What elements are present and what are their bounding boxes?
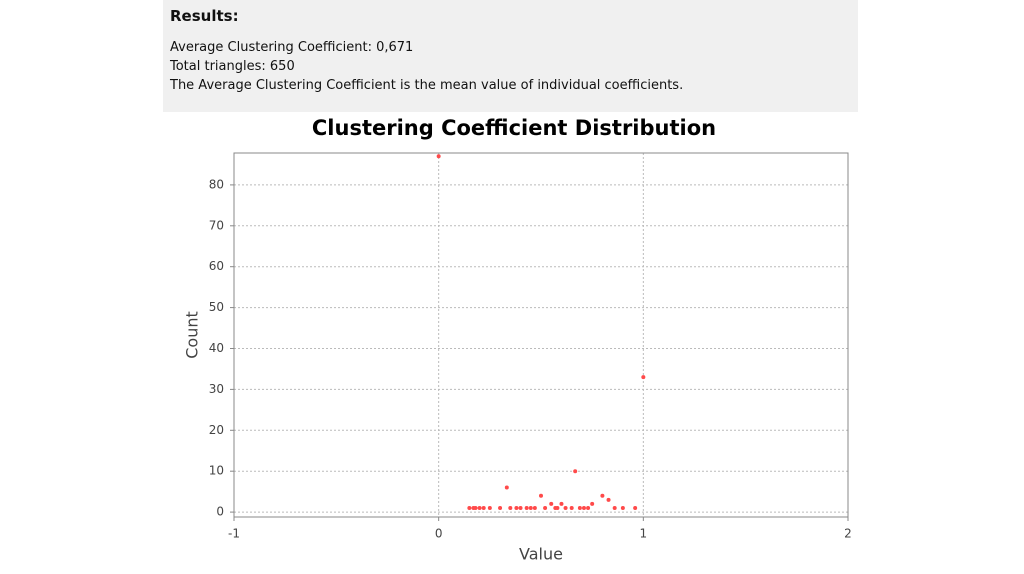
chart-title: Clustering Coefficient Distribution	[312, 116, 716, 140]
point	[620, 506, 625, 511]
point	[549, 501, 554, 506]
point	[477, 506, 482, 511]
point	[528, 506, 533, 511]
x-tick-label: 0	[435, 527, 443, 541]
chart-background	[168, 112, 858, 574]
point	[508, 506, 513, 511]
point	[573, 469, 578, 474]
point	[563, 506, 568, 511]
point	[498, 506, 503, 511]
point	[586, 506, 591, 511]
point	[436, 154, 441, 159]
point	[600, 493, 605, 498]
point	[612, 506, 617, 511]
point	[581, 506, 586, 511]
x-axis-label: Value	[519, 545, 563, 564]
point	[577, 506, 582, 511]
y-tick-label: 40	[209, 341, 224, 355]
result-line: Total triangles: 650	[170, 59, 295, 74]
point	[606, 497, 611, 502]
point	[473, 506, 478, 511]
point	[641, 375, 646, 380]
point	[569, 506, 574, 511]
point	[555, 506, 560, 511]
point	[481, 506, 486, 511]
point	[633, 506, 638, 511]
y-tick-label: 60	[209, 259, 224, 273]
y-tick-label: 20	[209, 423, 224, 437]
point	[518, 506, 523, 511]
point	[590, 501, 595, 506]
point	[504, 485, 509, 490]
point	[467, 506, 472, 511]
y-tick-label: 10	[209, 464, 224, 478]
result-line: Average Clustering Coefficient: 0,671	[170, 40, 414, 55]
y-tick-label: 30	[209, 382, 224, 396]
y-tick-label: 80	[209, 177, 224, 191]
x-tick-label: 2	[844, 527, 852, 541]
y-tick-label: 0	[216, 505, 224, 519]
point	[539, 493, 543, 498]
point	[514, 506, 519, 511]
y-tick-label: 70	[209, 218, 224, 232]
point	[559, 501, 564, 506]
results-heading: Results:	[170, 7, 239, 25]
y-axis-label: Count	[183, 311, 202, 359]
point	[524, 506, 529, 511]
result-line: The Average Clustering Coefficient is th…	[170, 78, 684, 93]
plot-border	[233, 152, 849, 518]
x-tick-label: -1	[228, 527, 240, 541]
point	[532, 506, 537, 511]
x-tick-label: 1	[640, 527, 648, 541]
results-panel: Results: Average Clustering Coefficient:…	[163, 0, 858, 112]
point	[487, 506, 492, 511]
point	[543, 506, 548, 511]
y-tick-label: 50	[209, 300, 224, 314]
